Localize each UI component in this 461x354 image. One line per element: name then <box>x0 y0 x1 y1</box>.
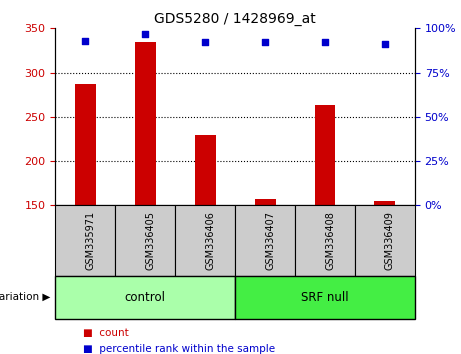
Bar <box>135 42 156 205</box>
Text: SRF null: SRF null <box>301 291 349 304</box>
Text: GSM336407: GSM336407 <box>265 211 275 270</box>
Point <box>261 40 269 45</box>
Bar <box>75 84 96 205</box>
Text: ■  percentile rank within the sample: ■ percentile rank within the sample <box>83 344 275 354</box>
Bar <box>314 105 336 205</box>
Text: GSM336406: GSM336406 <box>205 211 215 270</box>
Point <box>142 31 149 36</box>
Text: control: control <box>125 291 165 304</box>
Point <box>82 38 89 44</box>
Point <box>321 40 329 45</box>
Bar <box>195 135 216 205</box>
Text: GSM335971: GSM335971 <box>85 211 95 270</box>
Text: GSM336408: GSM336408 <box>325 211 335 270</box>
Bar <box>254 199 276 205</box>
Text: GSM336409: GSM336409 <box>385 211 395 270</box>
Text: GSM336405: GSM336405 <box>145 211 155 270</box>
Point <box>201 40 209 45</box>
Text: ■  count: ■ count <box>83 328 129 338</box>
Bar <box>374 201 396 205</box>
Title: GDS5280 / 1428969_at: GDS5280 / 1428969_at <box>154 12 316 26</box>
Text: genotype/variation ▶: genotype/variation ▶ <box>0 292 51 302</box>
Point <box>381 41 389 47</box>
